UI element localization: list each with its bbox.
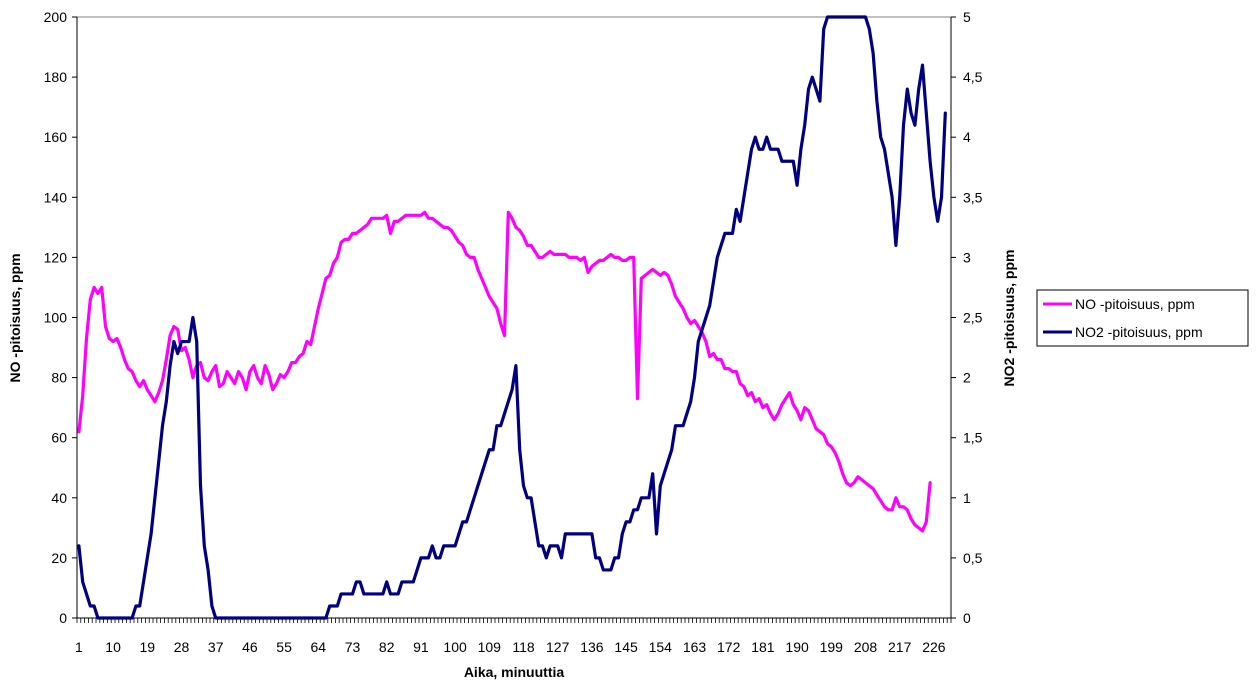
y2-tick-label: 0,5 — [963, 550, 983, 566]
y2-tick-label: 4,5 — [963, 69, 983, 85]
x-tick-label: 199 — [820, 639, 844, 655]
legend-label-no: NO -pitoisuus, ppm — [1075, 296, 1195, 312]
y2-tick-label: 0 — [963, 610, 971, 626]
legend: NO -pitoisuus, ppm NO2 -pitoisuus, ppm — [1036, 289, 1249, 347]
plot-area — [76, 16, 952, 619]
x-tick-label: 136 — [580, 639, 604, 655]
x-tick-label: 226 — [922, 639, 946, 655]
y-tick-label: 180 — [44, 69, 68, 85]
y2-tick-label: 5 — [963, 9, 971, 25]
y2-tick-label: 2 — [963, 370, 971, 386]
series-lines — [77, 15, 947, 620]
legend-label-no2: NO2 -pitoisuus, ppm — [1075, 324, 1203, 340]
legend-box — [1036, 289, 1249, 347]
x-tick-label: 172 — [717, 639, 741, 655]
x-tick-label: 37 — [208, 639, 224, 655]
y-tick-label: 100 — [44, 310, 68, 326]
y2-tick-label: 1,5 — [963, 430, 983, 446]
y-tick-label: 60 — [51, 430, 67, 446]
y-tick-label: 200 — [44, 9, 68, 25]
series-line-no2 — [77, 15, 947, 620]
x-tick-label: 64 — [311, 639, 327, 655]
x-tick-label: 109 — [478, 639, 502, 655]
y2-tick-label: 4 — [963, 129, 971, 145]
y-tick-label: 0 — [59, 610, 67, 626]
x-tick-label: 82 — [379, 639, 395, 655]
x-tick-label: 181 — [751, 639, 775, 655]
x-tick-label: 154 — [649, 639, 673, 655]
x-tick-label: 127 — [546, 639, 570, 655]
x-tick-label: 217 — [888, 639, 912, 655]
y-tick-label: 40 — [51, 490, 67, 506]
x-tick-label: 145 — [614, 639, 638, 655]
x-tick-label: 208 — [854, 639, 878, 655]
x-tick-label: 1 — [75, 639, 83, 655]
y-tick-label: 140 — [44, 189, 68, 205]
y2-tick-label: 3,5 — [963, 189, 983, 205]
y2-tick-label: 1 — [963, 490, 971, 506]
x-tick-label: 100 — [443, 639, 467, 655]
x-tick-label: 10 — [105, 639, 121, 655]
x-tick-label: 190 — [785, 639, 809, 655]
x-tick-label: 28 — [174, 639, 190, 655]
y-tick-label: 120 — [44, 249, 68, 265]
x-tick-label: 91 — [413, 639, 429, 655]
x-tick-label: 46 — [242, 639, 258, 655]
y-axis-title: NO -pitoisuus, ppm — [7, 253, 23, 382]
y-tick-label: 80 — [51, 370, 67, 386]
y2-axis-title: NO2 -pitoisuus, ppm — [1001, 250, 1017, 387]
x-tick-label: 163 — [683, 639, 707, 655]
series-line-no — [77, 210, 932, 533]
y-tick-label: 20 — [51, 550, 67, 566]
x-tick-label: 118 — [512, 639, 535, 655]
y2-tick-label: 3 — [963, 249, 971, 265]
x-tick-label: 55 — [276, 639, 292, 655]
y2-tick-label: 2,5 — [963, 310, 983, 326]
x-tick-label: 73 — [345, 639, 361, 655]
x-axis-title: Aika, minuuttia — [464, 664, 565, 680]
y-tick-label: 160 — [44, 129, 68, 145]
x-tick-label: 19 — [140, 639, 156, 655]
tick-labels: 0 20 40 60 80 100 120 140 160 180 200 0 0,5 1 1,5 2 2,5 3… — [44, 9, 983, 655]
